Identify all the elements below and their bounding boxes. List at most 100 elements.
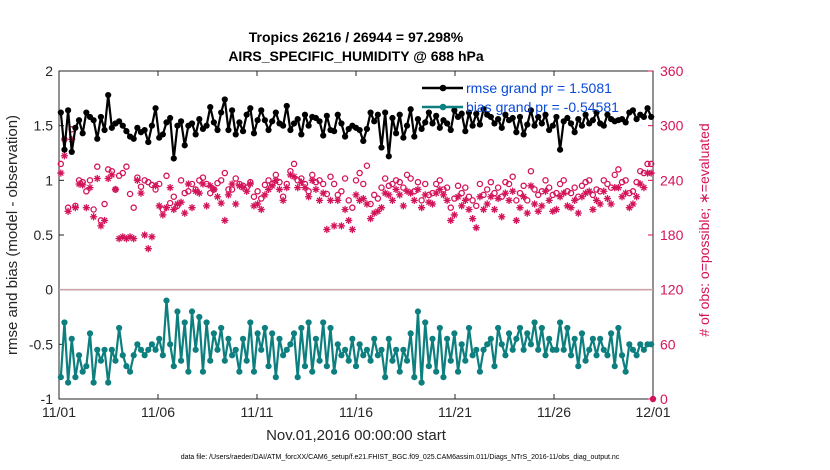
- rmse-point: [105, 91, 112, 99]
- bias-point: [174, 308, 181, 315]
- evaluated-marker: [359, 194, 367, 203]
- rmse-point: [265, 126, 272, 134]
- evaluated-marker: [487, 193, 495, 201]
- possible-marker: [567, 189, 575, 197]
- evaluated-marker: [319, 189, 327, 197]
- evaluated-marker: [633, 193, 641, 201]
- bias-point: [320, 319, 327, 326]
- bias-point: [287, 341, 294, 348]
- bias-point: [454, 368, 462, 375]
- rmse-point: [414, 116, 422, 123]
- rmse-point: [294, 116, 301, 123]
- rmse-point: [356, 126, 363, 134]
- bias-point: [589, 335, 596, 342]
- evaluated-marker: [439, 191, 448, 199]
- evaluated-marker: [268, 182, 276, 190]
- x-tick-label: 11/21: [438, 404, 472, 420]
- bias-point: [352, 363, 360, 370]
- bias-point: [607, 330, 615, 337]
- evaluated-marker: [447, 216, 455, 225]
- bias-point: [199, 368, 207, 375]
- bias-point: [134, 341, 141, 348]
- possible-marker: [258, 195, 265, 202]
- possible-marker: [458, 189, 465, 197]
- y-right-tick-label: 300: [660, 118, 684, 134]
- evaluated-marker: [396, 191, 404, 199]
- evaluated-marker: [541, 187, 550, 195]
- possible-marker: [316, 177, 323, 184]
- evaluated-marker: [250, 202, 258, 210]
- bias-point: [163, 297, 170, 304]
- evaluated-marker: [246, 180, 254, 188]
- rmse-point: [564, 114, 571, 122]
- bias-point: [119, 352, 126, 359]
- chart-title: Tropics 26216 / 26944 = 97.298%: [249, 29, 464, 45]
- bias-point: [265, 363, 272, 370]
- possible-marker: [407, 175, 414, 182]
- possible-marker: [571, 184, 578, 191]
- x-tick-label: 11/01: [42, 404, 76, 420]
- possible-marker: [137, 183, 145, 190]
- bias-point: [538, 324, 545, 332]
- y-right-tick-label: 60: [660, 336, 676, 352]
- evaluated-marker: [111, 185, 120, 194]
- rmse-point: [476, 121, 484, 128]
- rmse-point: [320, 132, 327, 139]
- possible-marker: [487, 178, 495, 186]
- evaluated-marker: [243, 187, 251, 195]
- rmse-point: [513, 129, 520, 136]
- rmse-point: [177, 118, 185, 125]
- rmse-point: [425, 109, 432, 116]
- evaluated-marker: [545, 196, 553, 204]
- evaluated-marker: [479, 205, 488, 214]
- possible-marker: [473, 202, 480, 210]
- rmse-point: [567, 120, 575, 127]
- possible-marker: [352, 177, 360, 184]
- bias-point: [418, 379, 425, 386]
- x-tick-label: 12/01: [635, 404, 670, 420]
- bias-point: [382, 374, 389, 381]
- possible-marker: [166, 199, 174, 207]
- bias-point: [177, 357, 185, 364]
- evaluated-marker: [308, 176, 316, 184]
- bias-point: [469, 352, 476, 359]
- evaluated-marker: [640, 184, 648, 192]
- rmse-point: [203, 122, 210, 129]
- rmse-point: [524, 121, 531, 128]
- rmse-point: [571, 129, 578, 136]
- bias-point: [112, 357, 119, 364]
- rmse-point: [629, 107, 637, 114]
- possible-marker: [389, 180, 396, 188]
- bias-point: [130, 352, 137, 359]
- bias-point: [185, 368, 192, 375]
- bias-point: [272, 374, 279, 381]
- rmse-point: [134, 124, 141, 131]
- bias-point: [75, 352, 83, 359]
- bias-point: [498, 341, 505, 348]
- evaluated-marker: [600, 187, 608, 195]
- possible-marker: [349, 204, 356, 211]
- bias-point: [542, 352, 549, 359]
- bias-point: [513, 335, 520, 342]
- legend-rmse-label: rmse grand pr = 1.5081: [466, 80, 612, 96]
- rmse-point: [582, 111, 589, 118]
- bias-point: [72, 374, 79, 381]
- evaluated-marker: [498, 213, 506, 221]
- rmse-point: [622, 119, 629, 126]
- evaluated-marker: [312, 185, 320, 194]
- evaluated-marker: [461, 196, 469, 204]
- bias-point: [65, 379, 72, 386]
- bias-point: [137, 346, 145, 353]
- bias-point: [531, 319, 538, 326]
- bias-point: [214, 346, 221, 353]
- possible-marker: [86, 177, 94, 184]
- bias-point: [101, 346, 108, 353]
- bias-point: [218, 324, 225, 332]
- y-tick-label: -1: [41, 391, 54, 407]
- rmse-point: [604, 111, 611, 118]
- rmse-point: [422, 119, 429, 126]
- bias-point: [207, 357, 214, 364]
- bias-point: [611, 363, 618, 370]
- axis-marker: [649, 395, 657, 403]
